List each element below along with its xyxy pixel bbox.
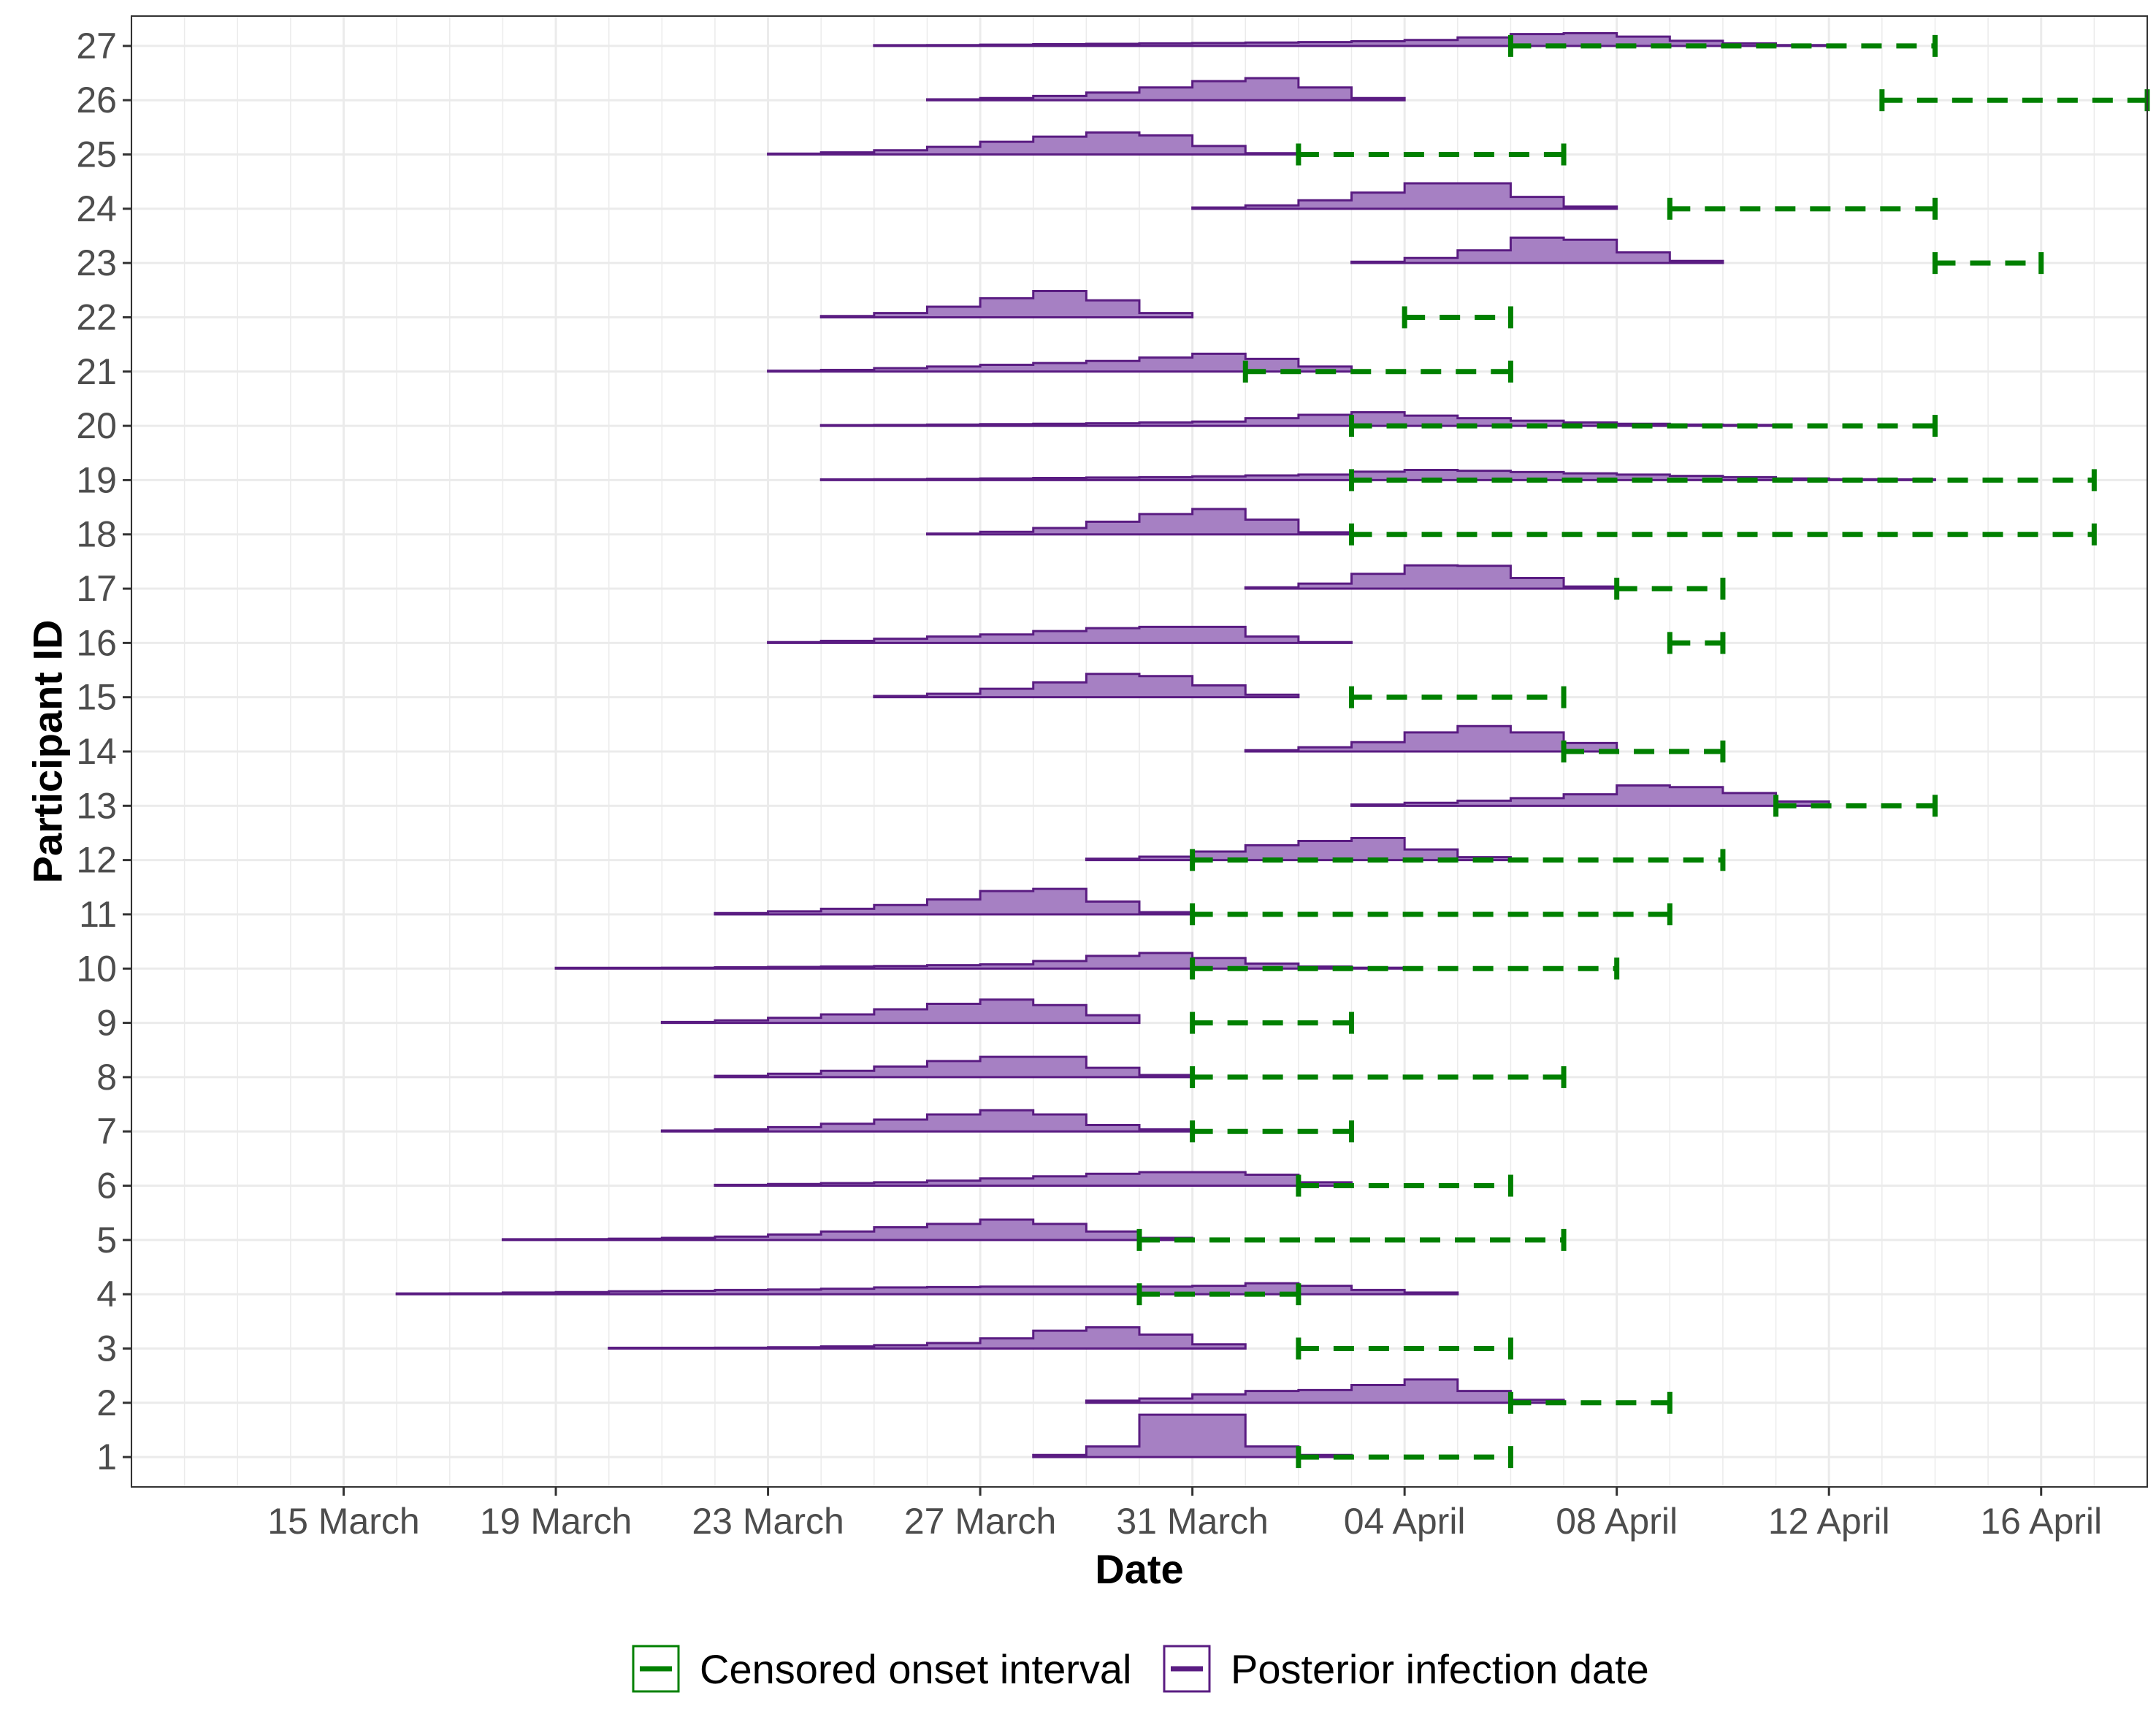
x-tick-label: 23 March xyxy=(692,1501,844,1542)
legend: Censored onset interval Posterior infect… xyxy=(632,1645,1649,1693)
posterior-area-3 xyxy=(608,1326,1247,1350)
x-tick-label: 16 April xyxy=(1980,1501,2102,1542)
censored-series xyxy=(1136,34,2150,1469)
y-tick-label: 5 xyxy=(96,1220,117,1261)
posterior-area-22 xyxy=(819,290,1194,318)
y-tick-label: 4 xyxy=(96,1274,117,1315)
y-tick-label: 23 xyxy=(76,242,117,283)
posterior-area-11 xyxy=(714,887,1194,916)
legend-label-posterior: Posterior infection date xyxy=(1231,1646,1649,1692)
legend-label-censored: Censored onset interval xyxy=(700,1646,1131,1692)
y-tick-label: 19 xyxy=(76,459,117,500)
y-tick-label: 8 xyxy=(96,1057,117,1098)
y-tick-label: 9 xyxy=(96,1003,117,1044)
x-tick-label: 04 April xyxy=(1344,1501,1466,1542)
x-axis: 15 March 19 March 23 March 27 March 31 March… xyxy=(267,1487,2102,1542)
x-tick-label: 31 March xyxy=(1116,1501,1268,1542)
y-tick-label: 27 xyxy=(76,26,117,66)
y-tick-label: 11 xyxy=(79,894,117,935)
x-tick-label: 08 April xyxy=(1556,1501,1678,1542)
y-axis: 1234567891011121314151617181920212223242… xyxy=(76,26,131,1477)
x-tick-label: 27 March xyxy=(904,1501,1056,1542)
y-tick-label: 3 xyxy=(96,1328,117,1369)
y-tick-label: 16 xyxy=(76,622,117,663)
posterior-area-15 xyxy=(873,673,1300,699)
y-tick-label: 1 xyxy=(96,1437,117,1477)
y-tick-label: 24 xyxy=(76,188,117,229)
legend-item-posterior: Posterior infection date xyxy=(1163,1645,1649,1693)
x-tick-label: 19 March xyxy=(480,1501,632,1542)
y-tick-label: 20 xyxy=(76,405,117,446)
posterior-area-6 xyxy=(714,1171,1353,1187)
posterior-area-14 xyxy=(1244,724,1618,753)
posterior-area-4 xyxy=(395,1282,1459,1296)
y-tick-label: 2 xyxy=(96,1382,117,1423)
y-tick-label: 17 xyxy=(76,568,117,609)
y-tick-label: 25 xyxy=(76,134,117,175)
posterior-area-24 xyxy=(1191,182,1618,210)
posterior-area-18 xyxy=(925,508,1353,536)
posterior-area-5 xyxy=(501,1218,1194,1242)
x-tick-label: 12 April xyxy=(1768,1501,1890,1542)
y-tick-label: 10 xyxy=(76,948,117,989)
posterior-series xyxy=(395,31,1936,1458)
y-tick-label: 14 xyxy=(76,731,117,772)
y-tick-label: 6 xyxy=(96,1166,117,1206)
posterior-area-7 xyxy=(660,1109,1194,1133)
y-tick-label: 7 xyxy=(96,1111,117,1152)
y-tick-label: 18 xyxy=(76,514,117,555)
posterior-area-8 xyxy=(714,1055,1194,1079)
x-tick-label: 15 March xyxy=(267,1501,419,1542)
y-tick-label: 12 xyxy=(76,840,117,881)
y-tick-label: 15 xyxy=(76,677,117,718)
posterior-area-23 xyxy=(1350,236,1724,264)
posterior-area-26 xyxy=(925,77,1406,102)
posterior-area-27 xyxy=(873,31,1830,47)
posterior-area-25 xyxy=(767,131,1300,156)
posterior-area-21 xyxy=(767,352,1353,373)
posterior-area-16 xyxy=(767,625,1353,644)
y-tick-label: 26 xyxy=(76,80,117,121)
y-tick-label: 21 xyxy=(76,351,117,392)
y-tick-label: 13 xyxy=(76,785,117,826)
legend-item-censored: Censored onset interval xyxy=(632,1645,1131,1693)
posterior-area-9 xyxy=(660,998,1141,1025)
y-axis-title: Participant ID xyxy=(25,620,71,884)
x-axis-title: Date xyxy=(1095,1546,1183,1592)
y-tick-label: 22 xyxy=(76,297,117,337)
posterior-area-17 xyxy=(1244,564,1618,590)
